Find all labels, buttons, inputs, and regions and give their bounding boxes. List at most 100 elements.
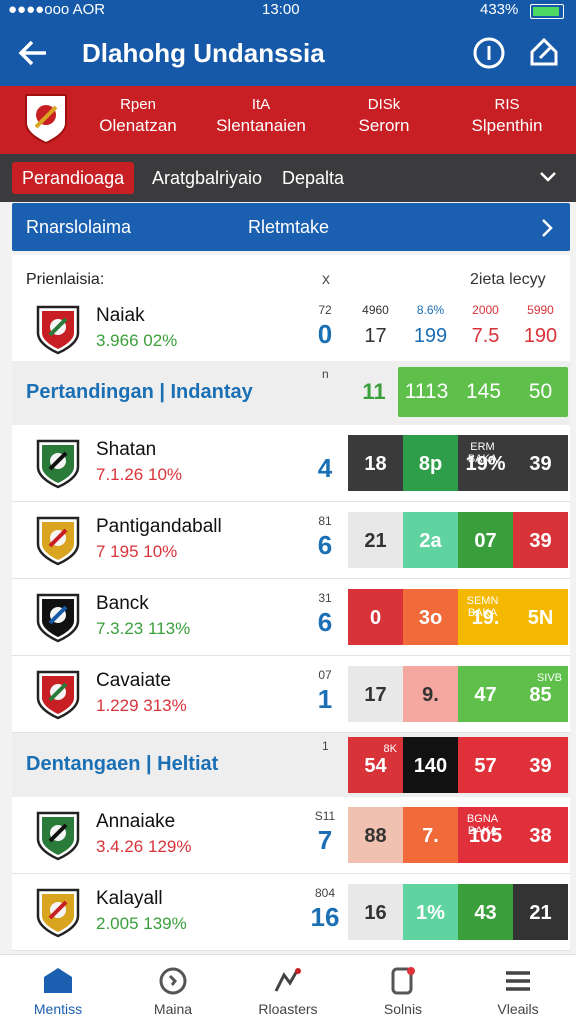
row-divider: [12, 501, 570, 502]
box-value: 145: [465, 380, 502, 403]
nav-icon[interactable]: [268, 963, 308, 997]
stat-cell: 21: [348, 512, 403, 568]
tab[interactable]: Depalta: [282, 168, 345, 188]
cell-caption: 4960: [362, 303, 389, 317]
stat-cell: 43: [458, 884, 513, 940]
nav-icon[interactable]: [153, 963, 193, 997]
carrier: ●●●●ooo AOR: [8, 1, 106, 18]
small-label: 1: [322, 739, 329, 753]
share-button[interactable]: [526, 34, 562, 70]
stat-top: ItA: [251, 96, 271, 113]
list-header-right: 2ieta lecyy: [470, 271, 546, 288]
cell-value: 16: [364, 902, 387, 924]
nav-label[interactable]: Vleails: [497, 1001, 539, 1017]
nav-label[interactable]: Solnis: [383, 1001, 423, 1017]
league-logo: [25, 94, 67, 145]
stat-cell: 88: [348, 807, 403, 863]
cell-value: 105: [468, 825, 503, 847]
stat-cell: 39: [513, 737, 568, 793]
banner-left: Rnarslolaima: [26, 217, 132, 237]
info-button[interactable]: [472, 36, 506, 70]
stat-cell: 8K 54: [348, 737, 403, 793]
stat-cell: 17: [348, 666, 403, 722]
team-logo: [36, 439, 80, 489]
stat-cell: 1%: [403, 884, 458, 940]
section-title: Pertandingan | Indantay: [26, 381, 253, 403]
cell-caption: 8.6%: [416, 303, 445, 317]
cell-value: 8p: [418, 453, 443, 475]
stat-cell: 21: [513, 884, 568, 940]
cell-value: 5N: [527, 607, 554, 629]
box-value: 1113: [404, 380, 449, 403]
cell-caption: ERM BAKA: [467, 441, 498, 465]
rank-number: 6: [317, 530, 333, 560]
team-logo: [36, 811, 80, 861]
cell-value: 17: [364, 325, 387, 347]
team-stat: 7.1.26 10%: [96, 465, 183, 484]
team-name: Kalayall: [96, 888, 163, 909]
app-bar: Dlahohg Undanssia: [0, 22, 576, 86]
nav-label[interactable]: Rloasters: [258, 1001, 318, 1017]
cell-caption: 2000: [472, 303, 499, 317]
nav-icon[interactable]: [498, 963, 538, 997]
team-logo: [36, 593, 80, 643]
small-label: S11: [314, 809, 336, 823]
battery-icon: [530, 4, 564, 19]
team-logo: [36, 516, 80, 566]
cell-value: 0: [369, 607, 382, 629]
section-box: [398, 367, 568, 417]
nav-label[interactable]: Mentiss: [33, 1001, 83, 1017]
team-name: Pantigandaball: [96, 516, 222, 537]
stat-cell: 57: [458, 737, 513, 793]
cell-caption: SIVB: [536, 672, 562, 684]
cell-value: 18: [364, 453, 387, 475]
back-button[interactable]: [16, 38, 50, 68]
team-stat: 1.229 313%: [96, 696, 187, 715]
stat-cell: SEMN BAKA 19.: [458, 589, 513, 645]
stat-cell: 39: [513, 512, 568, 568]
cell-value: 85: [529, 684, 552, 706]
cell-caption: 5990: [527, 303, 554, 317]
expand-icon[interactable]: [538, 170, 558, 184]
stat-cell: 9.: [403, 666, 458, 722]
stat-cell: 0: [348, 589, 403, 645]
list-header-left: Prienlaisia:: [26, 271, 105, 288]
stat-cell: 3o: [403, 589, 458, 645]
rank-number: 16: [310, 902, 340, 932]
nav-icon[interactable]: [38, 963, 78, 997]
stat-cell: 16: [348, 884, 403, 940]
small-label: 72: [318, 303, 332, 317]
banner[interactable]: Rnarslolaima Rletmtake: [12, 203, 570, 251]
stat-cell: 5N: [513, 589, 568, 645]
cell-value: 9.: [422, 684, 439, 706]
stat-cell: 47: [458, 666, 513, 722]
row-divider: [12, 873, 570, 874]
cell-value: 199: [413, 325, 448, 347]
box-value: 50: [528, 380, 553, 403]
rank-number: 6: [317, 607, 333, 637]
banner-right: Rletmtake: [248, 217, 330, 237]
cell-value: 7.5: [471, 325, 500, 347]
stat-cell: 7.: [403, 807, 458, 863]
cell-value: 07: [474, 530, 497, 552]
rank-number: 7: [317, 825, 333, 855]
small-label: 07: [318, 668, 332, 682]
chevron: [542, 219, 553, 237]
stat-bottom: Serorn: [358, 116, 410, 135]
cell-value: 140: [413, 755, 448, 777]
nav-label[interactable]: Maina: [153, 1001, 193, 1017]
nav-icon[interactable]: [383, 963, 423, 997]
stat-cell: 2a: [403, 512, 458, 568]
list-header-mid: x: [322, 271, 330, 288]
small-label: 804: [314, 886, 336, 900]
clock: 13:00: [262, 1, 300, 18]
tab[interactable]: Perandioaga: [12, 162, 135, 194]
team-logo: [36, 305, 80, 355]
stat-cell: 18: [348, 435, 403, 491]
stat-bottom: Slpenthin: [471, 116, 543, 135]
stat-bottom: Olenatzan: [99, 116, 177, 135]
team-logo: [36, 888, 80, 938]
team-stat: 3.966 02%: [96, 331, 178, 350]
tab[interactable]: Aratgbalriyaio: [152, 168, 263, 188]
cell-value: 19.: [471, 607, 500, 629]
